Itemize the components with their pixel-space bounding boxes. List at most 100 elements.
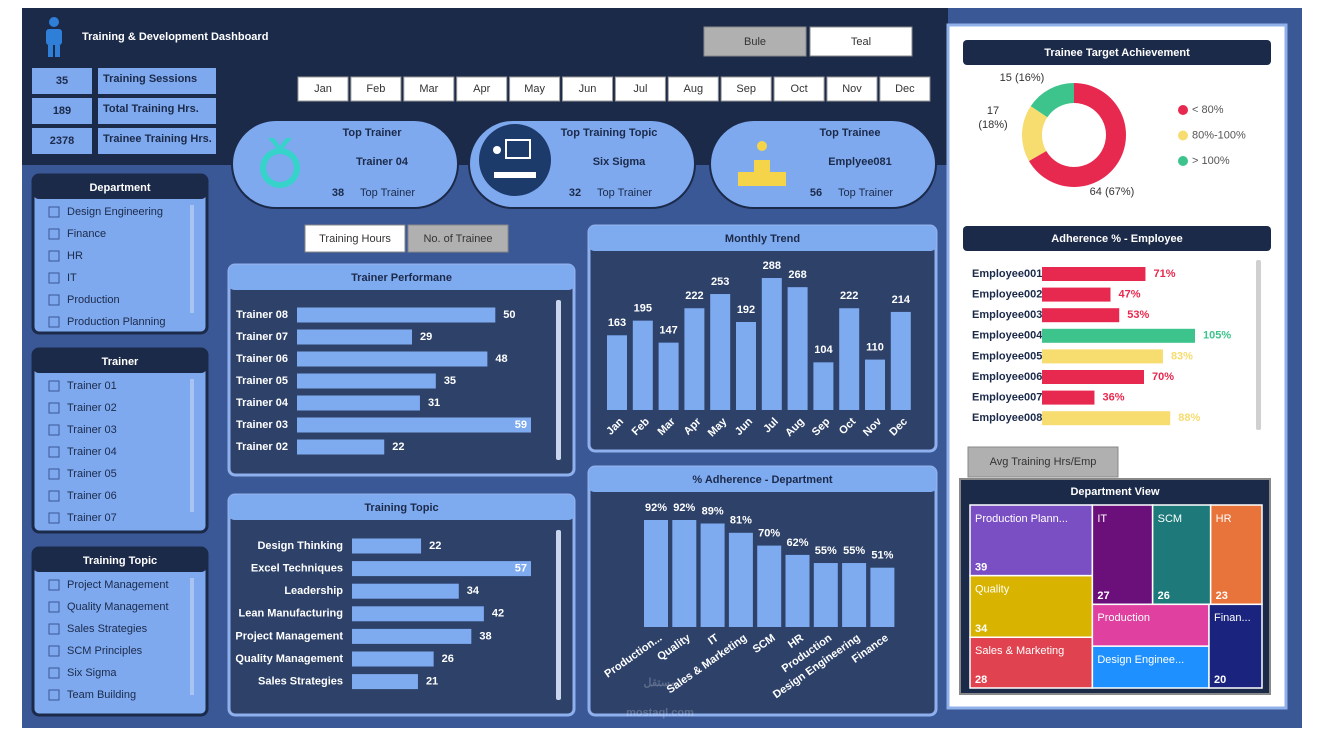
bar [710, 294, 731, 410]
month-button-label[interactable]: Jan [314, 83, 332, 95]
month-button[interactable] [509, 76, 561, 102]
teacher-audience [494, 172, 536, 178]
slicer-item[interactable]: IT [67, 272, 77, 284]
slicer-checkbox[interactable] [48, 645, 60, 657]
month-button[interactable] [562, 76, 613, 102]
month-button[interactable] [456, 76, 508, 102]
month-button-label[interactable]: Nov [842, 83, 862, 95]
month-button-label[interactable]: Aug [684, 83, 704, 95]
month-button[interactable] [773, 76, 825, 102]
slicer-item[interactable]: HR [67, 250, 83, 262]
slicer-item[interactable]: Trainer 07 [67, 512, 117, 524]
month-button-label[interactable]: Jun [579, 83, 597, 95]
theme-button[interactable] [809, 26, 913, 57]
podium-winner [757, 141, 767, 151]
slicer-item[interactable]: Finance [67, 228, 106, 240]
slicer-item[interactable]: SCM Principles [67, 645, 143, 657]
podium-top [754, 160, 770, 172]
month-button-label[interactable]: Dec [895, 83, 915, 95]
value-label: 222 [840, 290, 858, 302]
value-label: 62% [786, 537, 808, 549]
chart-title: % Adherence - Department [692, 474, 833, 486]
slicer-checkbox[interactable] [48, 228, 60, 240]
toggle-label[interactable]: Training Hours [319, 233, 391, 245]
slicer-checkbox[interactable] [48, 601, 60, 613]
slicer-checkbox[interactable] [48, 512, 60, 524]
month-button[interactable] [403, 76, 455, 102]
month-button-label[interactable]: Mar [419, 83, 438, 95]
slicer-checkbox[interactable] [48, 424, 60, 436]
slicer-scrollbar [190, 205, 194, 313]
slicer-checkbox[interactable] [48, 380, 60, 392]
slicer-item[interactable]: Trainer 03 [67, 424, 117, 436]
watermark: mostaql.com [626, 707, 694, 719]
toggle-button[interactable] [407, 224, 509, 253]
slicer-checkbox[interactable] [48, 402, 60, 414]
slicer-checkbox[interactable] [48, 623, 60, 635]
toggle-label[interactable]: No. of Trainee [423, 233, 492, 245]
slicer-header [33, 548, 207, 572]
bar [297, 329, 413, 345]
bar [297, 395, 420, 411]
slicer-item[interactable]: Quality Management [67, 601, 169, 613]
slicer-checkbox[interactable] [48, 667, 60, 679]
month-button-label[interactable]: May [524, 83, 545, 95]
value-label: 59 [515, 419, 527, 431]
month-button-label[interactable]: Jul [633, 83, 647, 95]
category-label: Employee005 [972, 350, 1042, 362]
slicer-checkbox[interactable] [48, 579, 60, 591]
bar [1042, 349, 1163, 364]
slicer-checkbox[interactable] [48, 468, 60, 480]
slicer-checkbox[interactable] [48, 316, 60, 328]
slicer-item[interactable]: Trainer 06 [67, 490, 117, 502]
slicer-item[interactable]: Production Planning [67, 316, 165, 328]
bar [1042, 328, 1195, 343]
bar [672, 520, 697, 627]
slicer-checkbox[interactable] [48, 294, 60, 306]
theme-button-label[interactable]: Bule [744, 36, 766, 48]
month-button-label[interactable]: Feb [366, 83, 385, 95]
month-button-label[interactable]: Apr [473, 83, 490, 95]
measure-button[interactable] [967, 446, 1119, 478]
slicer-item[interactable]: Sales Strategies [67, 623, 148, 635]
value-label: 70% [1152, 371, 1174, 383]
month-button[interactable] [667, 76, 719, 102]
month-button[interactable] [350, 76, 402, 102]
slicer-item[interactable]: Trainer 04 [67, 446, 117, 458]
toggle-button[interactable] [304, 224, 406, 253]
month-button[interactable] [826, 76, 878, 102]
slicer-item[interactable]: Trainer 02 [67, 402, 117, 414]
slicer-item[interactable]: Six Sigma [67, 667, 117, 679]
value-label: 48 [495, 353, 507, 365]
slicer-checkbox[interactable] [48, 446, 60, 458]
slicer-item[interactable]: Trainer 01 [67, 380, 117, 392]
bar [757, 545, 782, 627]
card-name: Trainer 04 [356, 156, 409, 168]
value-label: 22 [429, 540, 441, 552]
theme-button[interactable] [703, 26, 807, 57]
scrollbar [556, 530, 561, 700]
slicer-checkbox[interactable] [48, 206, 60, 218]
month-button-label[interactable]: Oct [791, 83, 808, 95]
theme-button-label[interactable]: Teal [851, 36, 871, 48]
value-label: 51% [871, 550, 893, 562]
kpi-value-box [32, 98, 92, 124]
slicer-checkbox[interactable] [48, 272, 60, 284]
value-label: 53% [1127, 309, 1149, 321]
kpi-label: Total Training Hrs. [103, 103, 199, 115]
slicer-item[interactable]: Design Engineering [67, 206, 163, 218]
measure-button-label[interactable]: Avg Training Hrs/Emp [990, 456, 1097, 468]
month-button[interactable] [297, 76, 349, 102]
slicer-checkbox[interactable] [48, 490, 60, 502]
month-button-label[interactable]: Sep [736, 83, 756, 95]
slicer-item[interactable]: Production [67, 294, 120, 306]
slicer-checkbox[interactable] [48, 250, 60, 262]
bar [1042, 390, 1095, 405]
month-button[interactable] [879, 76, 931, 102]
slicer-checkbox[interactable] [48, 689, 60, 701]
slicer-item[interactable]: Team Building [67, 689, 136, 701]
slicer-item[interactable]: Project Management [67, 579, 169, 591]
month-button[interactable] [614, 76, 666, 102]
month-button[interactable] [720, 76, 772, 102]
slicer-item[interactable]: Trainer 05 [67, 468, 117, 480]
